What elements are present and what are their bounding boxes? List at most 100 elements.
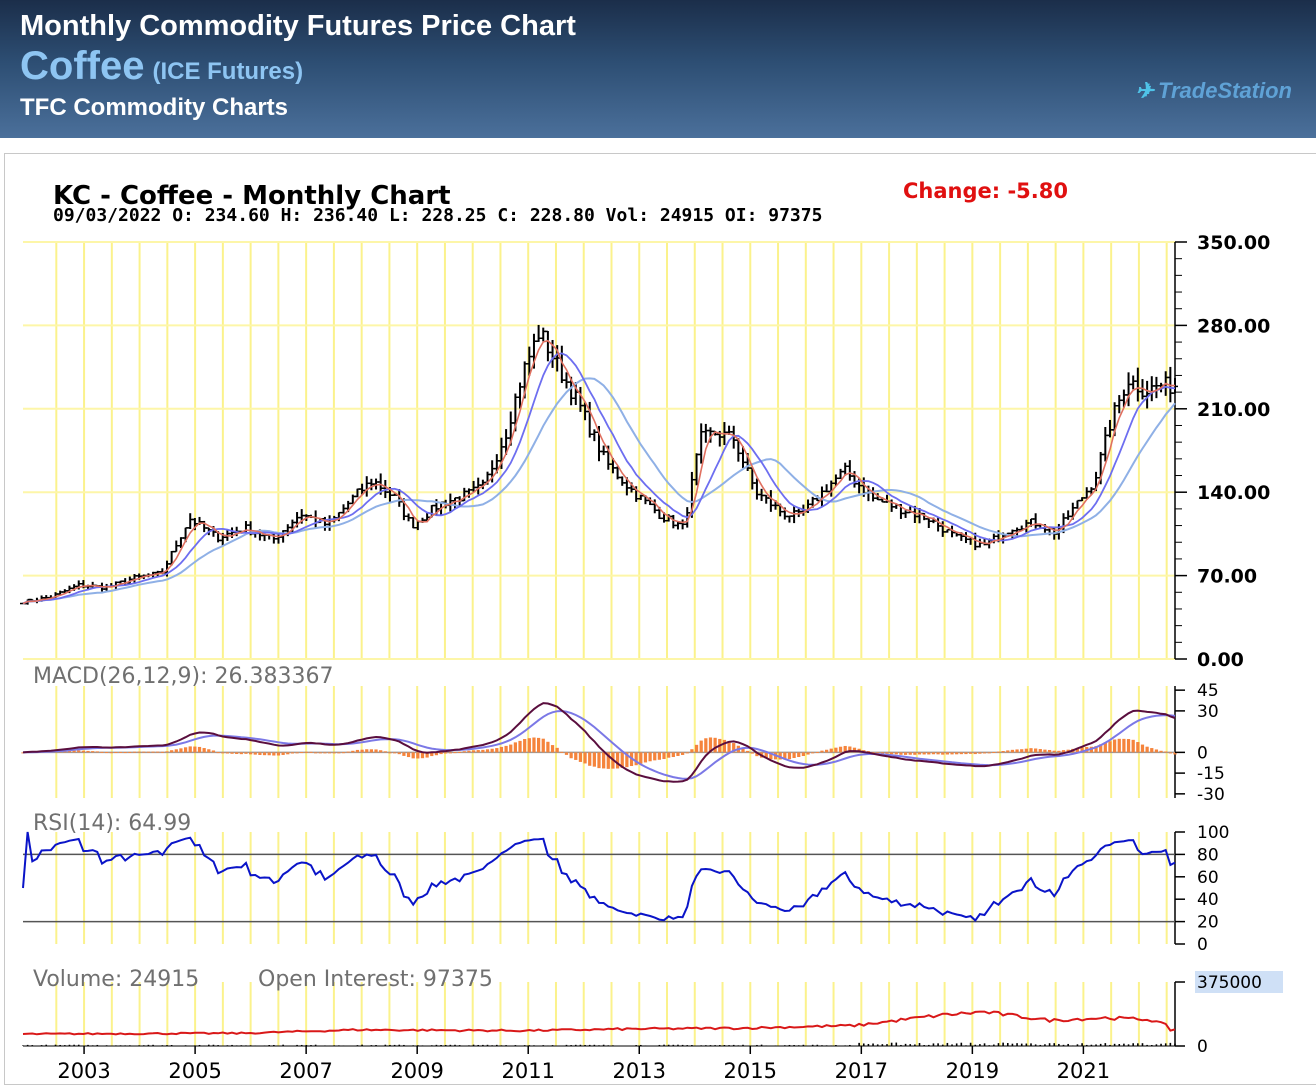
histogram-bar [500, 747, 503, 752]
price-bar [1153, 377, 1159, 398]
histogram-bar [1015, 749, 1018, 752]
histogram-bar [681, 752, 684, 755]
histogram-bar [170, 750, 173, 752]
histogram-bar [328, 752, 331, 753]
histogram-bar [909, 752, 912, 754]
histogram-bar [885, 752, 888, 753]
histogram-bar [124, 752, 127, 753]
histogram-bar [449, 752, 452, 753]
histogram-bar [286, 752, 289, 754]
price-bar [1149, 376, 1155, 401]
histogram-bar [1048, 750, 1051, 752]
price-tick-label: 0.00 [1197, 649, 1244, 671]
macd-tick-label: 0 [1197, 743, 1208, 763]
price-tick-label: 70.00 [1197, 566, 1257, 588]
histogram-bar [374, 749, 377, 752]
histogram-bar [528, 738, 531, 752]
histogram-bar [792, 752, 795, 758]
brand-logo[interactable]: ✈TradeStation [1136, 78, 1293, 104]
histogram-bar [1141, 745, 1144, 753]
histogram-bar [1155, 749, 1158, 752]
histogram-bar [960, 752, 963, 754]
histogram-bar [453, 752, 456, 753]
histogram-bar [156, 752, 159, 753]
histogram-bar [360, 750, 363, 753]
histogram-bar [119, 752, 122, 753]
histogram-bar [235, 752, 238, 754]
histogram-bar [597, 752, 600, 768]
histogram-bar [890, 752, 893, 754]
brand-mark-icon: ✈ [1136, 78, 1154, 103]
histogram-bar [77, 750, 80, 752]
rsi-tick-label: 100 [1197, 823, 1229, 843]
price-bar [545, 331, 551, 361]
histogram-bar [974, 752, 977, 754]
histogram-bar [91, 751, 94, 752]
histogram-bar [1113, 740, 1116, 753]
histogram-bar [133, 752, 136, 753]
price-bar [1130, 375, 1136, 389]
histogram-bar [128, 752, 131, 753]
histogram-bar [588, 752, 591, 765]
histogram-bar [955, 752, 958, 754]
macd-tick-label: -15 [1197, 764, 1225, 784]
histogram-bar [830, 749, 833, 753]
x-tick-label: 2003 [57, 1059, 110, 1079]
histogram-bar [579, 752, 582, 762]
price-bar [847, 460, 853, 481]
histogram-bar [593, 752, 596, 766]
histogram-bar [714, 738, 717, 753]
histogram-bar [509, 745, 512, 753]
histogram-bar [300, 752, 303, 753]
histogram-bar [923, 752, 926, 754]
histogram-bar [282, 752, 285, 755]
histogram-bar [1006, 750, 1009, 752]
price-bar [187, 513, 193, 529]
histogram-bar [230, 752, 233, 753]
histogram-bar [969, 752, 972, 753]
x-tick-label: 2019 [946, 1059, 999, 1079]
histogram-bar [1136, 742, 1139, 752]
histogram-bar [291, 752, 294, 753]
histogram-bar [514, 742, 517, 752]
histogram-bar [142, 752, 145, 753]
histogram-bar [203, 748, 206, 752]
price-bar [327, 515, 333, 531]
histogram-bar [412, 752, 415, 758]
histogram-bar [198, 747, 201, 752]
histogram-bar [226, 752, 229, 753]
histogram-bar [950, 752, 953, 754]
histogram-bar [602, 752, 605, 768]
histogram-bar [268, 752, 271, 755]
histogram-bar [161, 752, 164, 753]
histogram-bar [244, 752, 247, 753]
histogram-bar [319, 752, 322, 753]
macd-tick-label: -30 [1197, 785, 1225, 805]
histogram-bar [1039, 749, 1042, 752]
histogram-bar [295, 752, 298, 753]
histogram-bar [667, 752, 670, 757]
histogram-bar [644, 752, 647, 762]
histogram-bar [477, 750, 480, 752]
price-bar [768, 490, 774, 512]
histogram-bar [388, 752, 391, 753]
histogram-bar [138, 752, 141, 753]
histogram-bar [105, 752, 108, 753]
histogram-bar [175, 749, 178, 752]
histogram-bar [1132, 740, 1135, 753]
commodity-name: Coffee [20, 44, 144, 88]
rsi-tick-label: 60 [1197, 868, 1219, 888]
histogram-bar [695, 745, 698, 753]
histogram-bar [165, 751, 168, 752]
ohlc-readout: 09/03/2022 O: 234.60 H: 236.40 L: 228.25… [53, 205, 822, 226]
histogram-bar [100, 752, 103, 753]
histogram-bar [1108, 741, 1111, 752]
x-tick-label: 2009 [390, 1059, 443, 1079]
histogram-bar [1127, 739, 1130, 752]
histogram-bar [347, 752, 350, 753]
rsi-tick-label: 0 [1197, 935, 1208, 955]
price-bar [313, 510, 319, 528]
volume-tick-label: 0 [1197, 1037, 1208, 1057]
histogram-bar [504, 746, 507, 752]
histogram-bar [1020, 749, 1023, 752]
